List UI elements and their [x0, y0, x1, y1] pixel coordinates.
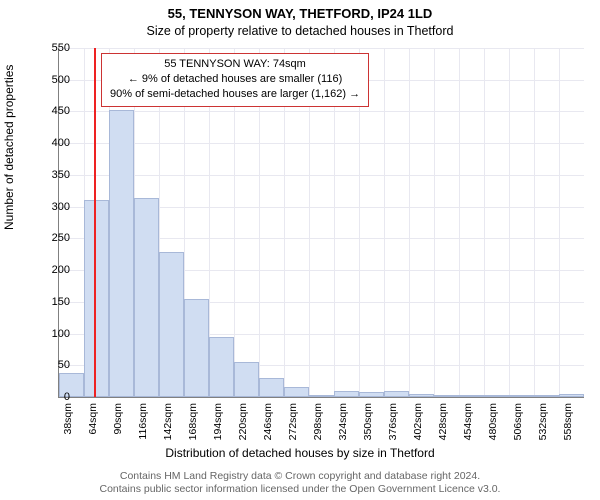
- gridline-v: [434, 48, 435, 397]
- x-tick-label: 428sqm: [437, 403, 449, 447]
- gridline-v: [459, 48, 460, 397]
- x-tick-label: 116sqm: [137, 403, 149, 447]
- x-tick-label: 454sqm: [462, 403, 474, 447]
- footer-attribution: Contains HM Land Registry data © Crown c…: [0, 470, 600, 496]
- gridline-h: [59, 175, 584, 176]
- y-axis-label: Number of detached properties: [2, 65, 16, 230]
- property-info-box: 55 TENNYSON WAY: 74sqm← 9% of detached h…: [101, 53, 369, 107]
- histogram-bar: [409, 394, 434, 397]
- histogram-bar: [509, 395, 534, 397]
- y-tick-label: 250: [30, 232, 70, 244]
- x-tick-label: 376sqm: [387, 403, 399, 447]
- x-tick-label: 246sqm: [262, 403, 274, 447]
- y-tick-label: 550: [30, 42, 70, 54]
- chart-title-main: 55, TENNYSON WAY, THETFORD, IP24 1LD: [0, 6, 600, 21]
- info-line-larger: 90% of semi-detached houses are larger (…: [110, 87, 360, 102]
- histogram-bar: [334, 391, 359, 397]
- x-tick-label: 298sqm: [312, 403, 324, 447]
- y-tick-label: 400: [30, 137, 70, 149]
- x-tick-label: 168sqm: [187, 403, 199, 447]
- histogram-bar: [234, 362, 259, 397]
- gridline-v: [559, 48, 560, 397]
- histogram-bar: [459, 395, 484, 397]
- footer-line2: Contains public sector information licen…: [100, 483, 501, 495]
- y-tick-label: 350: [30, 169, 70, 181]
- x-tick-label: 402sqm: [412, 403, 424, 447]
- gridline-h: [59, 111, 584, 112]
- x-tick-label: 324sqm: [337, 403, 349, 447]
- histogram-bar: [484, 395, 509, 397]
- histogram-bar: [559, 394, 584, 397]
- y-tick-label: 100: [30, 328, 70, 340]
- y-tick-label: 50: [30, 359, 70, 371]
- y-tick-label: 150: [30, 296, 70, 308]
- x-axis-label: Distribution of detached houses by size …: [0, 446, 600, 460]
- x-tick-label: 480sqm: [487, 403, 499, 447]
- footer-line1: Contains HM Land Registry data © Crown c…: [120, 470, 480, 482]
- y-tick-label: 300: [30, 201, 70, 213]
- histogram-bar: [209, 337, 234, 397]
- x-tick-label: 532sqm: [537, 403, 549, 447]
- histogram-bar: [284, 387, 309, 397]
- gridline-h: [59, 143, 584, 144]
- histogram-bar: [534, 395, 559, 397]
- histogram-bar: [84, 200, 109, 397]
- histogram-bar: [434, 395, 459, 397]
- histogram-bar: [134, 198, 159, 397]
- x-tick-label: 558sqm: [562, 403, 574, 447]
- histogram-bar: [184, 299, 209, 397]
- histogram-bar: [159, 252, 184, 397]
- histogram-bar: [359, 392, 384, 397]
- gridline-h: [59, 48, 584, 49]
- chart-title-sub: Size of property relative to detached ho…: [0, 24, 600, 38]
- y-tick-label: 450: [30, 105, 70, 117]
- x-tick-label: 506sqm: [512, 403, 524, 447]
- histogram-bar: [384, 391, 409, 397]
- histogram-bar: [259, 378, 284, 397]
- y-tick-label: 200: [30, 264, 70, 276]
- plot-area: 55 TENNYSON WAY: 74sqm← 9% of detached h…: [58, 48, 584, 398]
- info-line-size: 55 TENNYSON WAY: 74sqm: [110, 57, 360, 72]
- x-tick-label: 220sqm: [237, 403, 249, 447]
- x-tick-label: 90sqm: [112, 403, 124, 447]
- gridline-v: [484, 48, 485, 397]
- x-tick-label: 38sqm: [62, 403, 74, 447]
- gridline-v: [409, 48, 410, 397]
- property-marker-line: [94, 48, 96, 397]
- histogram-bar: [309, 395, 334, 397]
- histogram-bar: [109, 110, 134, 397]
- gridline-v: [509, 48, 510, 397]
- y-tick-label: 0: [30, 391, 70, 403]
- x-tick-label: 64sqm: [87, 403, 99, 447]
- x-tick-label: 350sqm: [362, 403, 374, 447]
- y-tick-label: 500: [30, 74, 70, 86]
- info-line-smaller: ← 9% of detached houses are smaller (116…: [110, 72, 360, 87]
- gridline-v: [384, 48, 385, 397]
- x-tick-label: 272sqm: [287, 403, 299, 447]
- x-tick-label: 194sqm: [212, 403, 224, 447]
- x-tick-label: 142sqm: [162, 403, 174, 447]
- gridline-v: [534, 48, 535, 397]
